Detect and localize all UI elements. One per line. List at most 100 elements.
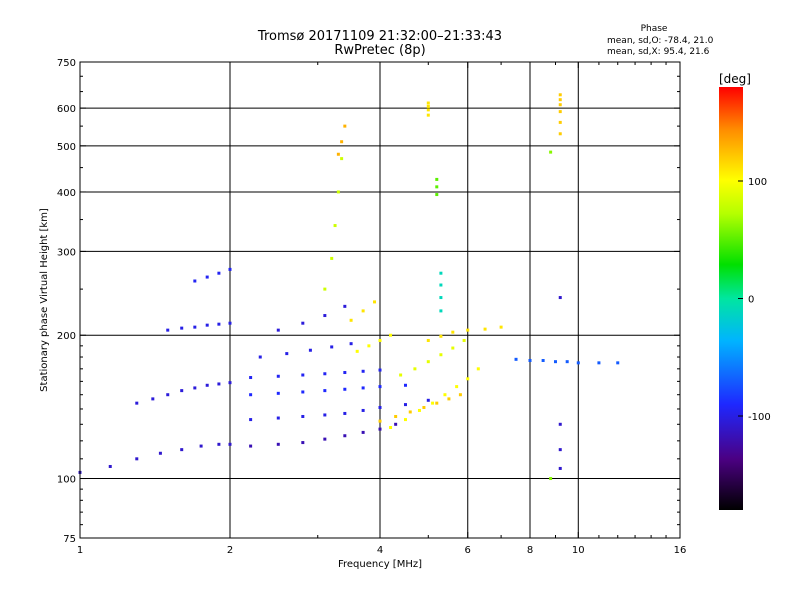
data-point — [249, 393, 253, 397]
data-point — [528, 358, 532, 362]
data-point — [373, 300, 377, 304]
data-point — [361, 408, 365, 412]
data-point — [431, 401, 435, 405]
y-tick-label: 750 — [57, 58, 76, 69]
data-point — [361, 430, 365, 434]
data-point — [558, 422, 562, 426]
y-tick-label: 600 — [57, 104, 76, 115]
data-point — [343, 304, 347, 308]
data-point — [180, 448, 184, 452]
x-tick-label: 2 — [227, 545, 233, 556]
data-point — [108, 464, 112, 468]
x-tick-label: 4 — [377, 545, 383, 556]
data-point — [403, 383, 407, 387]
data-point — [378, 385, 382, 389]
data-point — [435, 193, 439, 197]
data-point — [394, 422, 398, 426]
data-point — [199, 444, 203, 448]
data-point — [426, 113, 430, 117]
data-point — [323, 372, 327, 376]
data-point — [330, 256, 334, 260]
data-point — [426, 108, 430, 112]
data-point — [340, 140, 344, 144]
data-point — [180, 389, 184, 393]
y-tick-label: 200 — [57, 331, 76, 342]
data-point — [323, 287, 327, 291]
x-tick-label: 1 — [77, 545, 83, 556]
chart-subtitle: RwPretec (8p) — [334, 43, 425, 58]
colorbar-tick-label: 100 — [748, 177, 767, 188]
data-point — [378, 368, 382, 372]
data-point — [301, 321, 305, 325]
data-point — [426, 101, 430, 105]
data-point — [514, 357, 518, 361]
data-point — [349, 318, 353, 322]
data-point — [403, 403, 407, 407]
data-point — [435, 185, 439, 189]
data-point — [276, 374, 280, 378]
data-point — [333, 224, 337, 228]
data-point — [180, 326, 184, 330]
x-tick-label: 8 — [527, 545, 533, 556]
data-point — [193, 386, 197, 390]
x-tick-label: 6 — [465, 545, 471, 556]
data-point — [443, 393, 447, 397]
data-point — [135, 401, 139, 405]
data-point — [343, 411, 347, 415]
data-point — [558, 132, 562, 136]
data-point — [466, 328, 470, 332]
x-axis-label: Frequency [MHz] — [338, 559, 422, 570]
data-point — [403, 418, 407, 422]
data-point — [394, 414, 398, 418]
data-point — [413, 367, 417, 371]
data-point — [205, 383, 209, 387]
data-point — [447, 397, 451, 401]
data-point — [285, 352, 289, 356]
y-tick-label: 100 — [57, 475, 76, 486]
data-point — [301, 373, 305, 377]
data-point — [340, 157, 344, 161]
data-point — [276, 416, 280, 420]
data-point — [193, 325, 197, 329]
y-axis-label: Stationary phase Virtual Height [km] — [39, 208, 50, 392]
data-point — [343, 124, 347, 128]
data-point — [426, 398, 430, 402]
colorbar-tick-label: 0 — [748, 295, 754, 306]
data-point — [228, 267, 232, 271]
stats-line-o: mean, sd,O: -78.4, 21.0 — [607, 36, 714, 46]
data-point — [151, 397, 155, 401]
data-point — [462, 338, 466, 342]
data-point — [558, 110, 562, 114]
data-point — [336, 152, 340, 156]
y-tick-label: 300 — [57, 247, 76, 258]
data-points — [78, 93, 620, 481]
data-point — [258, 355, 262, 359]
data-point — [558, 98, 562, 102]
data-point — [217, 442, 221, 446]
data-point — [565, 360, 569, 364]
data-point — [323, 389, 327, 393]
data-point — [323, 437, 327, 441]
data-point — [217, 322, 221, 326]
data-point — [553, 360, 557, 364]
data-point — [336, 190, 340, 194]
data-point — [301, 414, 305, 418]
data-point — [378, 338, 382, 342]
data-point — [439, 271, 443, 275]
data-point — [466, 377, 470, 381]
data-point — [193, 279, 197, 283]
data-point — [276, 442, 280, 446]
data-point — [249, 376, 253, 380]
stats-heading: Phase — [641, 24, 668, 34]
data-point — [378, 419, 382, 423]
data-point — [217, 382, 221, 386]
data-point — [435, 177, 439, 181]
data-point — [205, 323, 209, 327]
data-point — [451, 346, 455, 350]
data-point — [483, 327, 487, 331]
data-point — [439, 353, 443, 357]
data-point — [228, 321, 232, 325]
y-tick-label: 400 — [57, 188, 76, 199]
data-point — [439, 334, 443, 338]
data-point — [435, 401, 439, 405]
